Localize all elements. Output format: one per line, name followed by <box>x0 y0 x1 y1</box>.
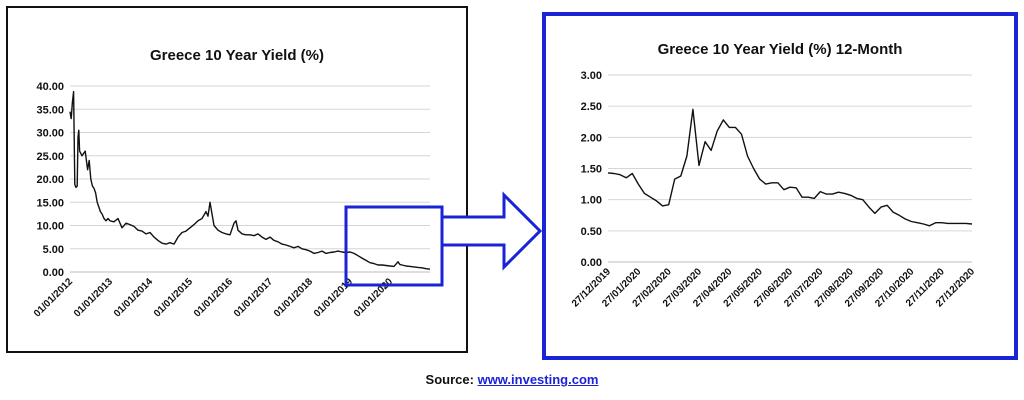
y-tick-label: 3.00 <box>581 70 602 82</box>
y-tick-label: 5.00 <box>43 244 64 256</box>
chart-10-year-svg: Greece 10 Year Yield (%) 0.00 5.00 10.00 15… <box>32 47 431 320</box>
y-tick-label: 1.50 <box>581 164 602 176</box>
source-label: Source: <box>425 372 474 387</box>
series-line <box>69 90 431 270</box>
y-tick-label: 30.00 <box>36 128 64 140</box>
y-tick-label: 2.50 <box>581 101 602 113</box>
chart-title: Greece 10 Year Yield (%) 12-Month <box>658 41 903 58</box>
y-tick-label: 1.00 <box>581 195 602 207</box>
chart-12-month-svg: Greece 10 Year Yield (%) 12-Month 0.00 0.… <box>570 41 977 310</box>
chart-title: Greece 10 Year Yield (%) <box>150 47 324 64</box>
y-tick-label: 0.50 <box>581 226 602 238</box>
source-caption: Source: www.investing.com <box>0 372 1024 387</box>
y-tick-label: 0.00 <box>43 267 64 279</box>
arrow-right-icon <box>440 191 543 271</box>
chart-panel-12-month: Greece 10 Year Yield (%) 12-Month 0.00 0.… <box>542 12 1018 360</box>
y-tick-label: 2.00 <box>581 132 602 144</box>
highlight-box <box>344 205 444 287</box>
series-line <box>607 108 973 227</box>
source-link[interactable]: www.investing.com <box>477 372 599 387</box>
chart-panel-10-year: Greece 10 Year Yield (%) 0.00 5.00 10.00 15… <box>6 6 468 353</box>
y-tick-label: 15.00 <box>36 197 64 209</box>
y-tick-label: 25.00 <box>36 151 64 163</box>
y-tick-label: 40.00 <box>36 81 64 93</box>
y-tick-label: 35.00 <box>36 104 64 116</box>
y-tick-label: 20.00 <box>36 174 64 186</box>
y-tick-label: 10.00 <box>36 221 64 233</box>
y-tick-label: 0.00 <box>581 257 602 269</box>
